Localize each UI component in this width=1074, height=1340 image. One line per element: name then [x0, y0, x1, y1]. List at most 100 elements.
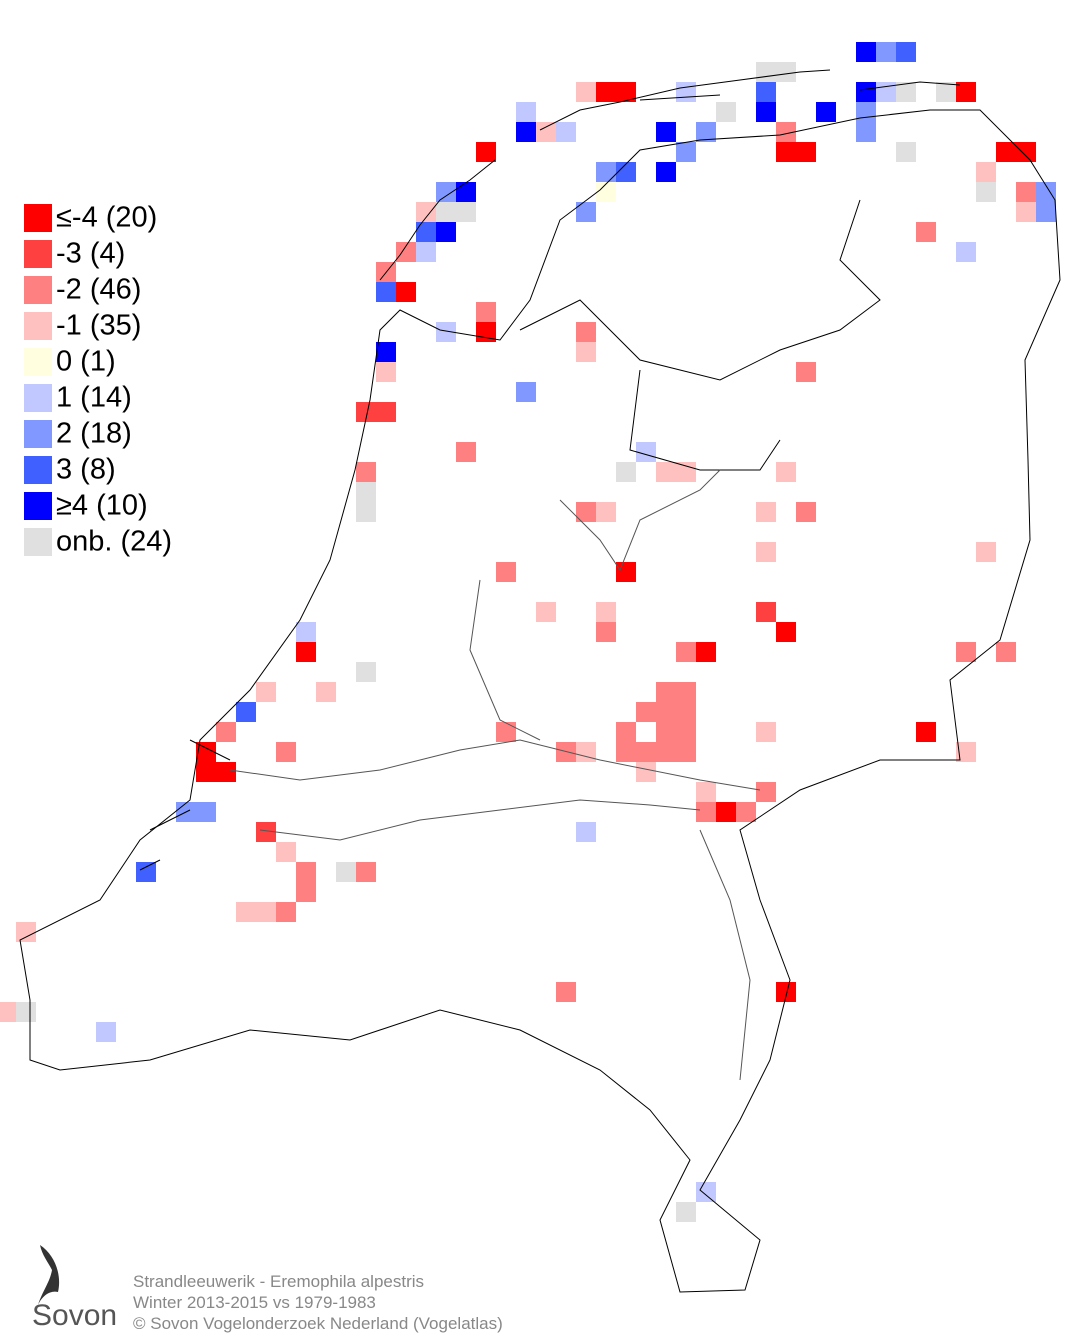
grid-cell — [756, 722, 776, 742]
grid-cell — [256, 902, 276, 922]
legend-swatch — [24, 492, 52, 520]
grid-cell — [636, 702, 656, 722]
grid-cell — [676, 722, 696, 742]
legend-swatch — [24, 456, 52, 484]
grid-cell — [776, 982, 796, 1002]
grid-cell — [296, 862, 316, 882]
grid-cell — [796, 502, 816, 522]
logo: Sovon — [32, 1245, 117, 1332]
grid-cell — [416, 242, 436, 262]
grid-cell — [856, 42, 876, 62]
grid-cell — [896, 142, 916, 162]
grid-cell — [776, 462, 796, 482]
grid-cell — [596, 622, 616, 642]
grid-cell — [656, 742, 676, 762]
legend-swatch — [24, 312, 52, 340]
legend-swatch — [24, 240, 52, 268]
grid-cell — [436, 222, 456, 242]
grid-cell — [336, 862, 356, 882]
grid-cell — [16, 922, 36, 942]
legend-label: 0 (1) — [56, 346, 116, 378]
grid-cell — [656, 462, 676, 482]
grid-cell — [616, 162, 636, 182]
grid-cell — [576, 502, 596, 522]
grid-cell — [516, 382, 536, 402]
grid-cell — [436, 322, 456, 342]
logo-text: Sovon — [32, 1299, 117, 1332]
legend-swatch — [24, 276, 52, 304]
legend-label: -3 (4) — [56, 238, 125, 270]
grid-cell — [256, 822, 276, 842]
grid-cell — [976, 542, 996, 562]
grid-cell — [536, 602, 556, 622]
grid-cell — [96, 1022, 116, 1042]
grid-cell — [656, 162, 676, 182]
legend-label: -2 (46) — [56, 274, 141, 306]
legend: ≤-4 (20) -3 (4) -2 (46) -1 (35) 0 (1) 1 (14… — [24, 202, 172, 558]
grid-cell — [776, 122, 796, 142]
grid-cell — [576, 342, 596, 362]
grid-cells — [0, 42, 1056, 1222]
grid-cell — [756, 62, 776, 82]
grid-cell — [776, 62, 796, 82]
grid-cell — [596, 182, 616, 202]
grid-cell — [376, 362, 396, 382]
grid-cell — [376, 342, 396, 362]
footer-line: © Sovon Vogelonderzoek Nederland (Vogela… — [133, 1314, 503, 1333]
grid-cell — [1016, 182, 1036, 202]
grid-cell — [276, 842, 296, 862]
grid-cell — [356, 662, 376, 682]
grid-cell — [696, 782, 716, 802]
grid-cell — [16, 1002, 36, 1022]
grid-cell — [676, 702, 696, 722]
grid-cell — [296, 622, 316, 642]
grid-cell — [956, 82, 976, 102]
grid-cell — [616, 722, 636, 742]
grid-cell — [196, 742, 216, 762]
grid-cell — [276, 902, 296, 922]
grid-cell — [136, 862, 156, 882]
legend-swatch — [24, 204, 52, 232]
grid-cell — [496, 722, 516, 742]
legend-label: ≥4 (10) — [56, 490, 148, 522]
grid-cell — [216, 722, 236, 742]
grid-cell — [696, 642, 716, 662]
grid-cell — [676, 682, 696, 702]
grid-cell — [396, 242, 416, 262]
grid-cell — [356, 502, 376, 522]
grid-cell — [896, 82, 916, 102]
grid-cell — [436, 202, 456, 222]
grid-cell — [676, 142, 696, 162]
legend-swatch — [24, 348, 52, 376]
grid-cell — [956, 742, 976, 762]
grid-cell — [916, 722, 936, 742]
grid-cell — [676, 462, 696, 482]
grid-cell — [656, 682, 676, 702]
legend-swatch — [24, 528, 52, 556]
grid-cell — [236, 902, 256, 922]
grid-cell — [596, 82, 616, 102]
grid-cell — [976, 162, 996, 182]
grid-cell — [716, 802, 736, 822]
legend-label: 3 (8) — [56, 454, 116, 486]
grid-cell — [656, 122, 676, 142]
grid-cell — [376, 402, 396, 422]
grid-cell — [576, 742, 596, 762]
grid-cell — [356, 862, 376, 882]
grid-cell — [876, 82, 896, 102]
grid-cell — [436, 182, 456, 202]
grid-cell — [456, 182, 476, 202]
grid-cell — [1016, 142, 1036, 162]
legend-swatch — [24, 384, 52, 412]
grid-cell — [516, 122, 536, 142]
grid-cell — [696, 802, 716, 822]
grid-cell — [696, 1182, 716, 1202]
grid-cell — [736, 802, 756, 822]
grid-cell — [776, 142, 796, 162]
grid-cell — [576, 322, 596, 342]
grid-cell — [756, 502, 776, 522]
grid-cell — [196, 802, 216, 822]
legend-label: ≤-4 (20) — [56, 202, 157, 234]
country-outline — [19, 69, 1061, 1293]
grid-cell — [976, 182, 996, 202]
